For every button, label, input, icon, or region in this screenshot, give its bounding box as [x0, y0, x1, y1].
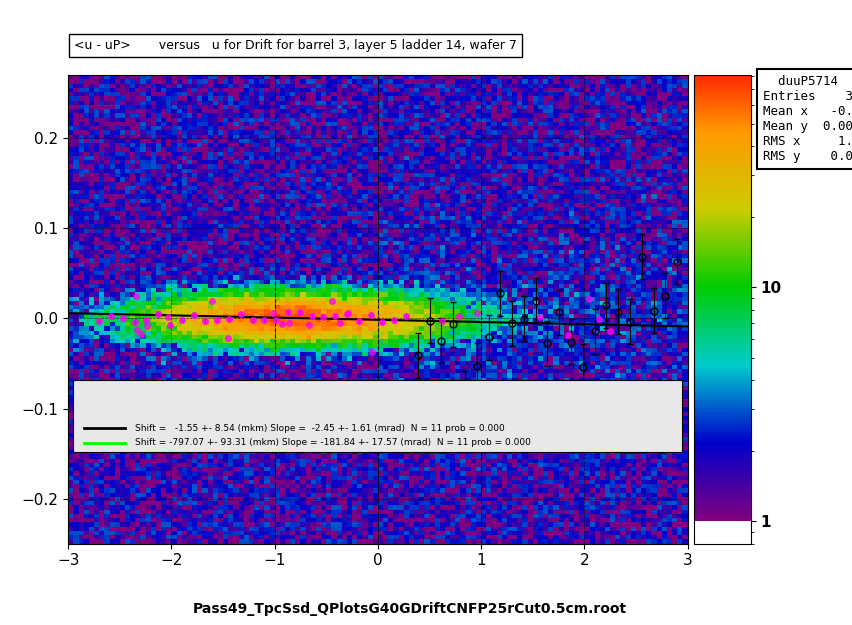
Text: Pass49_TpcSsd_QPlotsG40GDriftCNFP25rCut0.5cm.root: Pass49_TpcSsd_QPlotsG40GDriftCNFP25rCut0… — [193, 601, 625, 616]
Text: Shift = -797.07 +- 93.31 (mkm) Slope = -181.84 +- 17.57 (mrad)  N = 11 prob = 0.: Shift = -797.07 +- 93.31 (mkm) Slope = -… — [135, 438, 531, 448]
Text: Shift =   -1.55 +- 8.54 (mkm) Slope =  -2.45 +- 1.61 (mrad)  N = 11 prob = 0.000: Shift = -1.55 +- 8.54 (mkm) Slope = -2.4… — [135, 424, 504, 433]
FancyBboxPatch shape — [73, 379, 682, 452]
Text: duuP5714  
Entries    30179
Mean x   -0.8417
Mean y  0.002825 0
RMS x     1.479
: duuP5714 Entries 30179 Mean x -0.8417 Me… — [763, 75, 852, 163]
Text: <u - uP>       versus   u for Drift for barrel 3, layer 5 ladder 14, wafer 7: <u - uP> versus u for Drift for barrel 3… — [74, 39, 516, 51]
